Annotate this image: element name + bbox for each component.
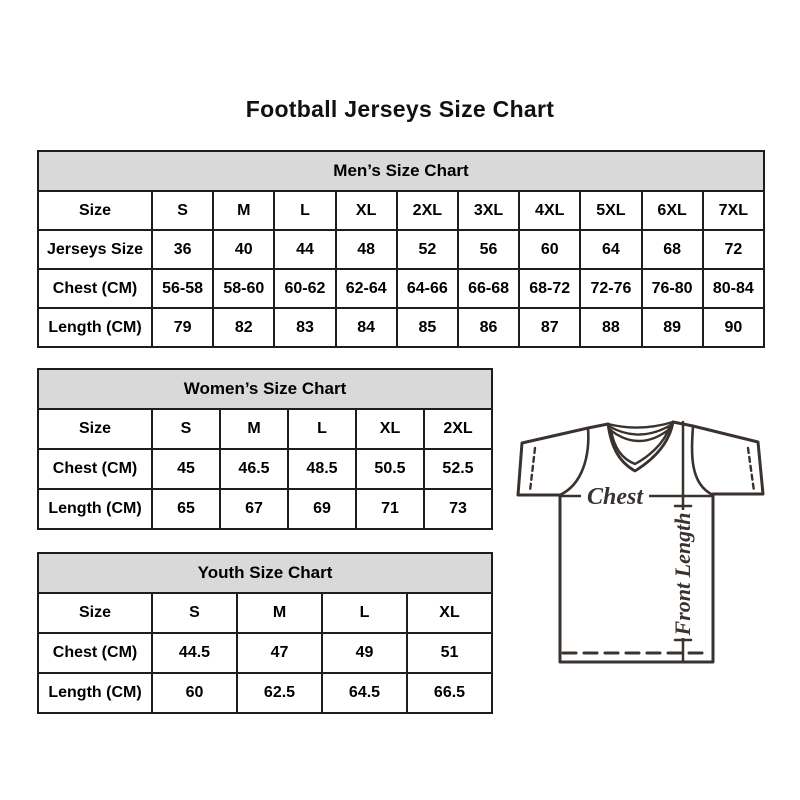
mens-value-cell: 87 bbox=[518, 307, 582, 348]
mens-row-label: Length (CM) bbox=[37, 307, 153, 348]
womens-size-table: Women’s Size Chart Size S M L XL 2XL Chest (CM)… bbox=[37, 368, 493, 530]
youth-row-label: Length (CM) bbox=[37, 672, 153, 714]
womens-value-cell: 50.5 bbox=[355, 448, 425, 490]
youth-value-cell: 47 bbox=[236, 632, 323, 674]
mens-size-col-6XL: 6XL bbox=[640, 190, 704, 231]
mens-size-col-XL: XL bbox=[334, 190, 398, 231]
mens-value-cell: 62-64 bbox=[334, 268, 398, 309]
youth-row-label: Chest (CM) bbox=[37, 632, 153, 674]
mens-value-cell: 40 bbox=[212, 229, 276, 270]
mens-row-0: Jerseys Size 36 40 44 48 52 56 60 64 68 72 bbox=[37, 229, 766, 270]
youth-value-cell: 60 bbox=[151, 672, 238, 714]
womens-row-0: Chest (CM) 45 46.5 48.5 50.5 52.5 bbox=[37, 448, 493, 490]
mens-value-cell: 36 bbox=[150, 229, 215, 270]
mens-value-cell: 88 bbox=[579, 307, 643, 348]
jersey-measurement-diagram: Chest Front Length bbox=[505, 400, 775, 670]
chest-label-bg bbox=[581, 481, 649, 509]
mens-value-cell: 52 bbox=[395, 229, 459, 270]
mens-value-cell: 44 bbox=[273, 229, 337, 270]
youth-size-col-XL: XL bbox=[406, 592, 493, 634]
mens-size-col-M: M bbox=[212, 190, 276, 231]
mens-value-cell: 90 bbox=[701, 307, 766, 348]
youth-value-cell: 64.5 bbox=[321, 672, 408, 714]
mens-row-2: Length (CM) 79 82 83 84 85 86 87 88 89 90 bbox=[37, 307, 766, 348]
youth-row-0: Chest (CM) 44.5 47 49 51 bbox=[37, 632, 493, 674]
mens-value-cell: 66-68 bbox=[456, 268, 521, 309]
mens-size-col-4XL: 4XL bbox=[518, 190, 582, 231]
womens-size-row-label: Size bbox=[37, 408, 153, 450]
mens-value-cell: 68-72 bbox=[518, 268, 582, 309]
womens-table-title: Women’s Size Chart bbox=[37, 368, 493, 410]
mens-value-cell: 72-76 bbox=[579, 268, 643, 309]
mens-value-cell: 56 bbox=[456, 229, 521, 270]
mens-row-label: Chest (CM) bbox=[37, 268, 153, 309]
mens-value-cell: 84 bbox=[334, 307, 398, 348]
youth-value-cell: 49 bbox=[321, 632, 408, 674]
mens-size-table: Men’s Size Chart Size S M L XL 2XL 3XL 4XL 5XL 6XL… bbox=[37, 150, 766, 348]
mens-size-col-L: L bbox=[273, 190, 337, 231]
womens-value-cell: 73 bbox=[423, 488, 493, 530]
mens-size-col-7XL: 7XL bbox=[701, 190, 766, 231]
mens-size-row-label: Size bbox=[37, 190, 153, 231]
youth-size-col-M: M bbox=[236, 592, 323, 634]
mens-value-cell: 89 bbox=[640, 307, 704, 348]
mens-value-cell: 85 bbox=[395, 307, 459, 348]
youth-value-cell: 62.5 bbox=[236, 672, 323, 714]
mens-value-cell: 56-58 bbox=[150, 268, 215, 309]
youth-size-col-L: L bbox=[321, 592, 408, 634]
womens-size-col-S: S bbox=[151, 408, 221, 450]
youth-table-title: Youth Size Chart bbox=[37, 552, 493, 594]
mens-size-col-2XL: 2XL bbox=[395, 190, 459, 231]
mens-value-cell: 64-66 bbox=[395, 268, 459, 309]
womens-size-col-M: M bbox=[219, 408, 289, 450]
mens-value-cell: 72 bbox=[701, 229, 766, 270]
womens-value-cell: 48.5 bbox=[287, 448, 357, 490]
youth-size-row-label: Size bbox=[37, 592, 153, 634]
womens-value-cell: 67 bbox=[219, 488, 289, 530]
womens-size-col-L: L bbox=[287, 408, 357, 450]
front-length-label-bg bbox=[668, 510, 701, 638]
womens-row-label: Length (CM) bbox=[37, 488, 153, 530]
mens-value-cell: 79 bbox=[150, 307, 215, 348]
womens-row-1: Length (CM) 65 67 69 71 73 bbox=[37, 488, 493, 530]
page-title: Football Jerseys Size Chart bbox=[245, 96, 555, 122]
youth-size-col-S: S bbox=[151, 592, 238, 634]
womens-size-col-2XL: 2XL bbox=[423, 408, 493, 450]
womens-value-cell: 52.5 bbox=[423, 448, 493, 490]
mens-value-cell: 86 bbox=[456, 307, 521, 348]
jersey-outline-icon: Chest Front Length bbox=[516, 420, 765, 664]
womens-value-cell: 46.5 bbox=[219, 448, 289, 490]
mens-table-title: Men’s Size Chart bbox=[37, 150, 765, 192]
mens-size-col-5XL: 5XL bbox=[579, 190, 643, 231]
mens-value-cell: 48 bbox=[334, 229, 398, 270]
mens-value-cell: 83 bbox=[273, 307, 337, 348]
mens-row-label: Jerseys Size bbox=[37, 229, 153, 270]
mens-value-cell: 82 bbox=[212, 307, 276, 348]
youth-value-cell: 44.5 bbox=[151, 632, 238, 674]
youth-size-table: Youth Size Chart Size S M L XL Chest (CM) 44.5 4… bbox=[37, 552, 493, 714]
womens-size-col-XL: XL bbox=[355, 408, 425, 450]
mens-size-col-3XL: 3XL bbox=[456, 190, 521, 231]
youth-value-cell: 51 bbox=[406, 632, 493, 674]
womens-value-cell: 69 bbox=[287, 488, 357, 530]
womens-value-cell: 71 bbox=[355, 488, 425, 530]
youth-value-cell: 66.5 bbox=[406, 672, 493, 714]
mens-value-cell: 76-80 bbox=[640, 268, 704, 309]
mens-value-cell: 68 bbox=[640, 229, 704, 270]
womens-value-cell: 65 bbox=[151, 488, 221, 530]
chest-label: Chest bbox=[587, 484, 644, 510]
mens-value-cell: 60-62 bbox=[273, 268, 337, 309]
mens-row-1: Chest (CM) 56-58 58-60 60-62 62-64 64-66 66-68… bbox=[37, 268, 766, 309]
mens-value-cell: 80-84 bbox=[701, 268, 766, 309]
womens-row-label: Chest (CM) bbox=[37, 448, 153, 490]
womens-value-cell: 45 bbox=[151, 448, 221, 490]
mens-value-cell: 64 bbox=[579, 229, 643, 270]
mens-value-cell: 60 bbox=[518, 229, 582, 270]
mens-value-cell: 58-60 bbox=[212, 268, 276, 309]
front-length-label: Front Length bbox=[670, 513, 695, 637]
youth-row-1: Length (CM) 60 62.5 64.5 66.5 bbox=[37, 672, 493, 714]
mens-size-col-S: S bbox=[150, 190, 215, 231]
